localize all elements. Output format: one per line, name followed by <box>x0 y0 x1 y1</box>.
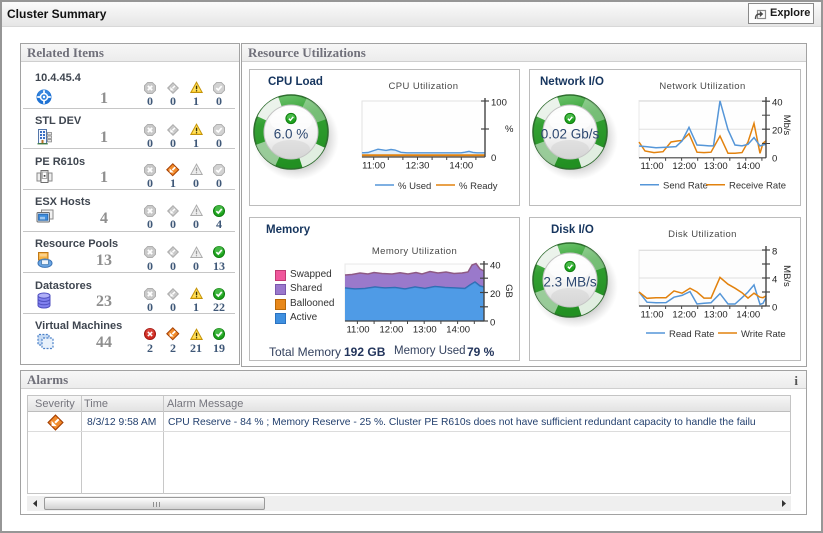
svg-text:100: 100 <box>491 98 507 109</box>
svg-text:40: 40 <box>490 261 501 272</box>
svg-text:14:00: 14:00 <box>446 325 470 336</box>
svg-text:0: 0 <box>772 154 777 165</box>
svg-text:12:00: 12:00 <box>672 310 696 321</box>
svg-text:0.02 Gb/s: 0.02 Gb/s <box>541 126 600 141</box>
svg-text:Send Rate: Send Rate <box>663 181 708 192</box>
svg-text:14:00: 14:00 <box>449 161 473 172</box>
svg-text:20: 20 <box>772 126 783 137</box>
svg-text:0: 0 <box>491 153 496 164</box>
svg-text:% Ready: % Ready <box>459 181 498 192</box>
svg-text:12:00: 12:00 <box>672 161 696 172</box>
svg-text:%: % <box>505 124 514 135</box>
svg-text:20: 20 <box>490 289 501 300</box>
svg-text:0: 0 <box>490 318 495 329</box>
svg-text:2.3 MB/s: 2.3 MB/s <box>543 275 597 290</box>
svg-text:Read Rate: Read Rate <box>669 329 714 340</box>
svg-text:40: 40 <box>772 98 783 109</box>
svg-text:12:00: 12:00 <box>380 325 404 336</box>
svg-text:GB: GB <box>503 284 514 298</box>
svg-text:Write Rate: Write Rate <box>741 329 786 340</box>
svg-text:% Used: % Used <box>398 181 431 192</box>
svg-text:13:00: 13:00 <box>413 325 437 336</box>
svg-text:11:00: 11:00 <box>640 161 663 172</box>
svg-text:11:00: 11:00 <box>362 161 385 172</box>
svg-text:13:00: 13:00 <box>704 161 728 172</box>
svg-text:14:00: 14:00 <box>736 310 760 321</box>
svg-text:Receive Rate: Receive Rate <box>729 181 786 192</box>
svg-text:6.0 %: 6.0 % <box>274 126 309 141</box>
svg-text:14:00: 14:00 <box>736 161 760 172</box>
svg-text:0: 0 <box>772 303 777 314</box>
svg-text:Mb/s: Mb/s <box>781 115 792 136</box>
svg-text:11:00: 11:00 <box>346 325 369 336</box>
svg-text:8: 8 <box>772 247 777 258</box>
svg-text:11:00: 11:00 <box>640 310 663 321</box>
svg-text:12:30: 12:30 <box>406 161 430 172</box>
svg-text:4: 4 <box>772 275 777 286</box>
svg-text:MB/s: MB/s <box>781 265 792 287</box>
svg-text:13:00: 13:00 <box>704 310 728 321</box>
